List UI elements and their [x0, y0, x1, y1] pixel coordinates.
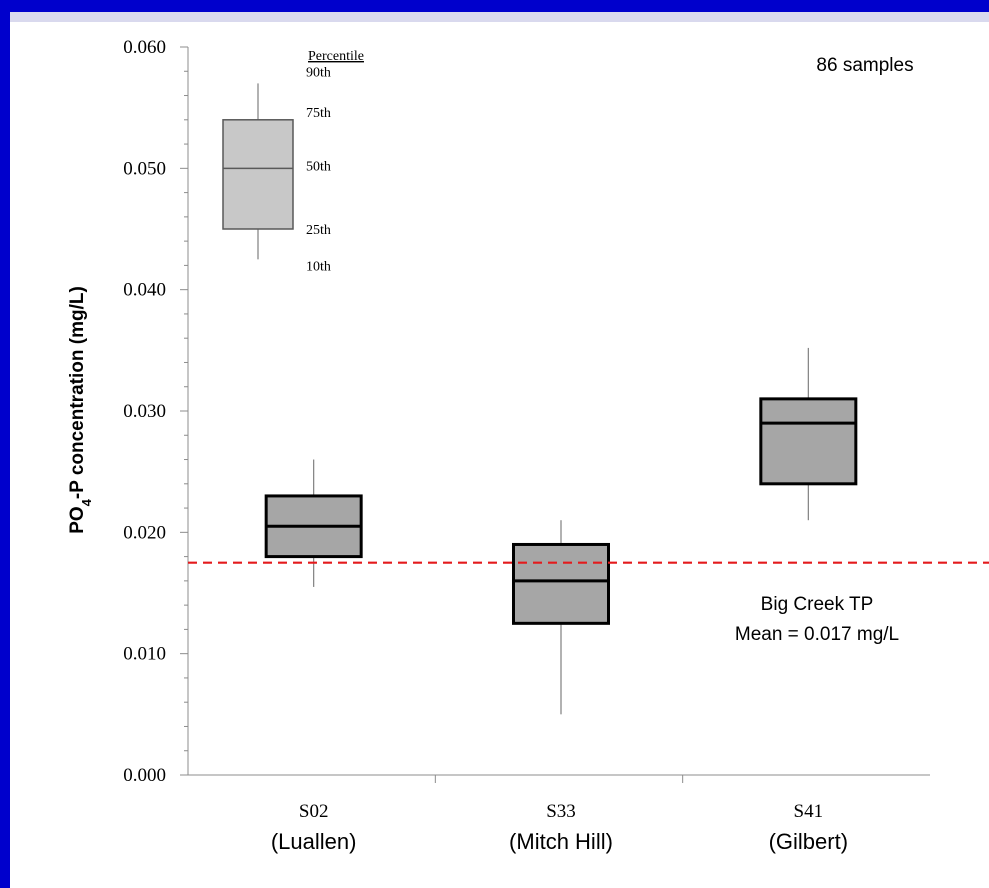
frame-top-strip [10, 12, 989, 22]
legend-box [222, 119, 294, 230]
category-code-label: S33 [546, 801, 576, 822]
box-s33 [512, 542, 610, 625]
category-name-label: (Luallen) [271, 829, 357, 854]
y-tick-label: 0.060 [123, 37, 166, 58]
mean-line-label-1: Big Creek TP [761, 594, 874, 615]
legend-percentile-label: 50th [306, 159, 331, 174]
legend-percentile-label: 10th [306, 259, 331, 274]
y-tick-label: 0.040 [123, 280, 166, 301]
legend-title: Percentile [308, 49, 364, 64]
y-axis-label: PO4-P concentration (mg/L) [67, 286, 94, 534]
y-tick-label: 0.000 [123, 765, 166, 786]
y-tick-label: 0.050 [123, 158, 166, 179]
legend-percentile-label: 75th [306, 106, 331, 121]
category-code-label: S41 [794, 801, 824, 822]
category-name-label: (Mitch Hill) [509, 829, 613, 854]
category-code-label: S02 [299, 801, 329, 822]
y-tick-label: 0.030 [123, 401, 166, 422]
y-tick-label: 0.010 [123, 644, 166, 665]
legend-percentile-label: 25th [306, 223, 331, 238]
sample-count-label: 86 samples [816, 55, 913, 76]
category-name-label: (Gilbert) [769, 829, 848, 854]
box-s41 [759, 397, 858, 486]
y-tick-label: 0.020 [123, 522, 166, 543]
mean-line-label-2: Mean = 0.017 mg/L [735, 624, 899, 645]
legend-percentile-label: 90th [306, 65, 331, 80]
